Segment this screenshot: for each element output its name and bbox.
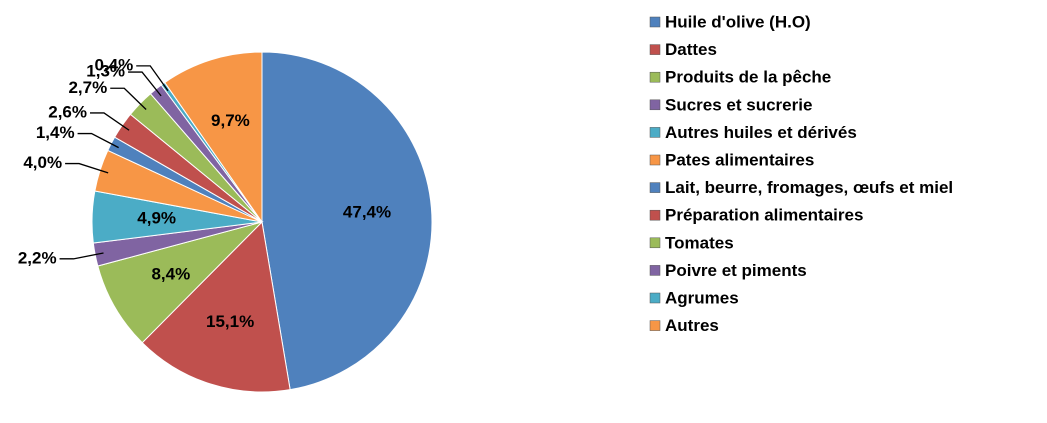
pie-slice: [164, 51, 263, 224]
leader-line: [136, 65, 169, 92]
legend-swatch: [649, 16, 661, 28]
legend-label: Poivre et piments: [665, 261, 807, 280]
data-label: 1,4%: [36, 123, 75, 142]
legend-swatch: [649, 71, 661, 83]
legend-swatch: [649, 265, 661, 276]
legend-label: Pates alimentaires: [665, 150, 814, 169]
leader-line: [128, 71, 162, 97]
legend-label: Lait, beurre, fromages, œufs et miel: [665, 178, 953, 197]
data-label: 15,1%: [206, 312, 254, 331]
data-label: 1,3%: [86, 62, 125, 81]
legend-label: Autres huiles et dérivés: [665, 123, 857, 142]
data-label: 4,0%: [23, 153, 62, 172]
leader-line: [89, 112, 130, 131]
pie-slice: [141, 220, 291, 393]
data-label: 8,4%: [151, 264, 190, 283]
data-label: 4,9%: [137, 208, 176, 227]
data-label: 9,7%: [211, 111, 250, 130]
legend-label: Préparation alimentaires: [665, 206, 863, 225]
leader-line: [110, 87, 147, 110]
legend-label: Sucres et sucrerie: [665, 95, 812, 114]
legend-swatch: [649, 292, 661, 304]
data-label: 2,6%: [48, 102, 87, 121]
legend-label: Tomates: [665, 233, 734, 252]
legend-label: Autres: [665, 316, 719, 335]
leader-line: [77, 132, 119, 149]
data-label: 47,4%: [343, 203, 391, 222]
legend-swatch: [649, 320, 661, 331]
data-label: 0,4%: [94, 55, 133, 74]
legend-label: Agrumes: [665, 288, 739, 307]
legend-swatch: [649, 154, 661, 166]
data-label: 2,2%: [18, 248, 57, 267]
leader-line: [65, 162, 109, 174]
legend-label: Produits de la pêche: [665, 68, 831, 87]
legend-label: Huile d'olive (H.O): [665, 12, 811, 31]
pie-slice: [97, 221, 264, 344]
pie-slice: [261, 51, 433, 391]
legend-swatch: [649, 127, 661, 138]
legend-swatch: [649, 44, 661, 55]
data-label: 2,7%: [68, 78, 107, 97]
legend-swatch: [649, 99, 661, 111]
legend-swatch: [649, 237, 661, 249]
legend-swatch: [649, 209, 661, 221]
legend-label: Dattes: [665, 40, 717, 59]
leader-line: [59, 252, 104, 260]
legend-swatch: [649, 182, 661, 193]
